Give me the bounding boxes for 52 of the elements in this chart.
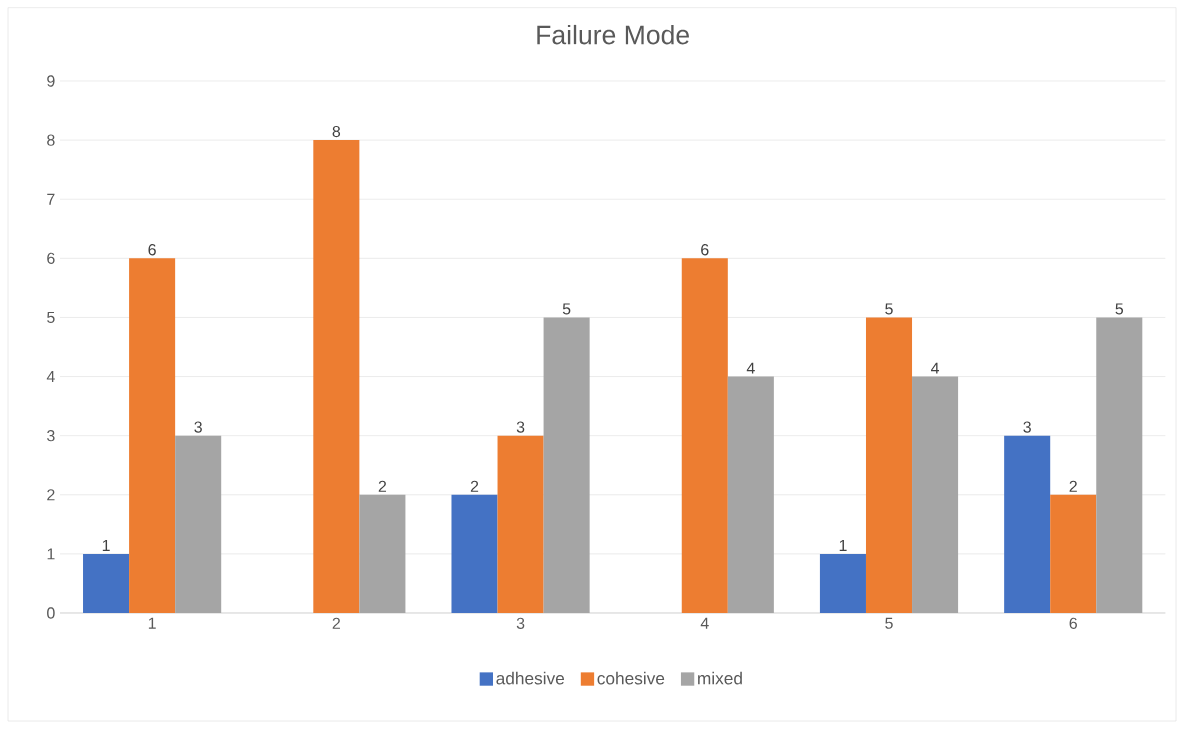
data-label: 2 [470, 480, 479, 492]
data-label: 5 [562, 303, 571, 315]
x-tick-label: 2 [332, 617, 340, 629]
data-label: 1 [839, 540, 847, 551]
x-tick-label: 1 [148, 617, 156, 629]
legend-label: cohesive [597, 671, 665, 685]
y-tick-label: 3 [47, 430, 55, 442]
data-label: 6 [701, 244, 709, 256]
y-tick-label: 5 [47, 311, 55, 323]
bar [819, 553, 866, 613]
data-label: 3 [194, 421, 202, 433]
bar [865, 317, 913, 613]
y-tick-label: 2 [47, 489, 55, 501]
legend-label: mixed [698, 671, 742, 685]
bar [83, 553, 130, 613]
bar [912, 376, 959, 613]
bar [1050, 494, 1097, 613]
data-label: 2 [1069, 480, 1077, 492]
data-label: 2 [378, 480, 387, 492]
data-label: 8 [332, 125, 341, 138]
y-tick-label: 4 [46, 371, 55, 383]
bar [359, 494, 406, 613]
y-tick-label: 6 [47, 252, 55, 264]
legend-label: adhesive [496, 671, 565, 685]
bar [497, 435, 544, 613]
data-label: 5 [1115, 303, 1124, 315]
bar [681, 258, 728, 613]
data-label: 1 [102, 540, 110, 551]
y-tick-label: 1 [47, 548, 55, 560]
bar [1004, 435, 1051, 613]
bar [313, 140, 360, 613]
x-tick-label: 5 [885, 617, 893, 629]
data-label: 4 [931, 362, 940, 374]
data-label: 3 [516, 421, 525, 433]
bar [451, 494, 498, 613]
data-label: 3 [1023, 421, 1031, 433]
bar [727, 376, 774, 613]
x-tick-label: 4 [700, 617, 709, 629]
bar [1096, 317, 1143, 613]
bar [543, 317, 590, 613]
bar [175, 435, 222, 613]
data-label: 4 [746, 362, 755, 374]
y-tick-label: 9 [47, 75, 55, 87]
chart-title: Failure Mode [537, 24, 689, 45]
data-label: 6 [148, 244, 156, 256]
y-tick-label: 7 [47, 193, 55, 205]
bar [129, 258, 176, 613]
data-label: 5 [885, 303, 893, 315]
x-tick-label: 6 [1069, 617, 1077, 629]
y-tick-label: 0 [47, 607, 55, 619]
x-tick-label: 3 [516, 617, 525, 629]
y-tick-label: 8 [47, 134, 55, 146]
